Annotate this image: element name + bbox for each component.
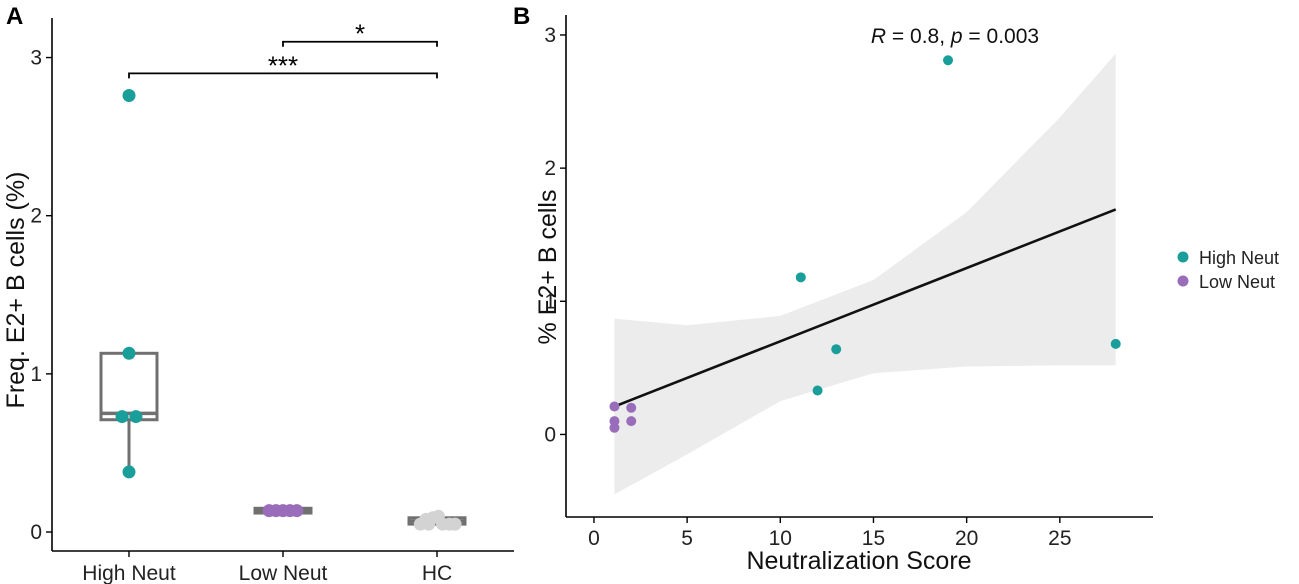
data-point-high-neut — [122, 346, 136, 360]
data-point-high-neut — [831, 344, 842, 355]
panel-a-y-axis-title: Freq. E2+ B cells (%) — [2, 172, 30, 409]
legend-label-high-neut: High Neut — [1199, 248, 1279, 268]
legend-label-low-neut: Low Neut — [1199, 272, 1275, 292]
panel-label-b: B — [513, 3, 530, 30]
data-point-hc — [419, 512, 433, 526]
panel-a-y-tick-label: 1 — [30, 363, 42, 386]
panel-a-x-tick-label-low-neut: Low Neut — [239, 562, 328, 584]
significance-label: * — [355, 19, 365, 49]
panel-b-x-tick-label: 20 — [955, 527, 978, 550]
confidence-band — [614, 53, 1116, 495]
data-point-low-neut — [626, 402, 637, 413]
panel-a-x-tick-label-high-neut: High Neut — [82, 562, 176, 584]
panel-b-x-tick-label: 5 — [681, 527, 693, 550]
data-point-low-neut — [290, 504, 304, 518]
panel-a-y-tick-label: 2 — [30, 205, 42, 228]
legend-marker-low-neut — [1177, 275, 1189, 287]
panel-b-y-tick-label: 1 — [544, 290, 556, 313]
significance-bracket — [128, 72, 438, 79]
data-point-low-neut — [626, 416, 637, 427]
panel-b-x-axis-title: Neutralization Score — [746, 547, 971, 575]
data-point-high-neut — [115, 410, 129, 424]
panel-a-box-plot: Freq. E2+ B cells (%) 0 1 2 3 High Neut Low N… — [2, 18, 514, 584]
data-point-high-neut — [943, 55, 954, 66]
panel-b-y-axis-title: % E2+ B cells — [534, 190, 562, 345]
data-point-high-neut — [122, 465, 136, 479]
regression-line — [613, 208, 1117, 408]
panel-a-y-tick-label: 3 — [30, 47, 42, 70]
data-point-high-neut — [795, 272, 806, 283]
panel-b-y-tick-label: 0 — [544, 423, 556, 446]
significance-bracket — [282, 40, 438, 47]
panel-b-y-tick-label: 2 — [544, 157, 556, 180]
panel-a-y-tick-label: 0 — [30, 521, 42, 544]
panel-b-correlation-annotation: R = 0.8, p = 0.003 — [871, 25, 1039, 48]
legend: High Neut Low Neut — [1177, 248, 1279, 292]
panel-b-x-tick-label: 25 — [1048, 527, 1071, 550]
data-point-high-neut — [1110, 338, 1121, 349]
panel-b-x-tick-label: 0 — [588, 527, 600, 550]
data-point-high-neut — [122, 88, 136, 102]
data-point-high-neut — [812, 385, 823, 396]
data-point-low-neut — [609, 422, 620, 433]
box-high-neut — [99, 351, 159, 422]
significance-label: *** — [268, 50, 298, 80]
panel-b-x-tick-label: 10 — [769, 527, 792, 550]
data-point-low-neut — [609, 401, 620, 412]
panel-b-y-tick-label: 3 — [544, 24, 556, 47]
data-point-hc — [448, 517, 462, 531]
panel-a-x-tick-label-hc: HC — [422, 562, 452, 584]
panel-b-scatter-plot: % E2+ B cells Neutralization Score R = 0… — [534, 15, 1153, 575]
data-point-high-neut — [129, 410, 143, 424]
panel-b-x-tick-label: 15 — [862, 527, 885, 550]
legend-marker-high-neut — [1177, 251, 1189, 263]
panel-label-a: A — [6, 3, 23, 30]
